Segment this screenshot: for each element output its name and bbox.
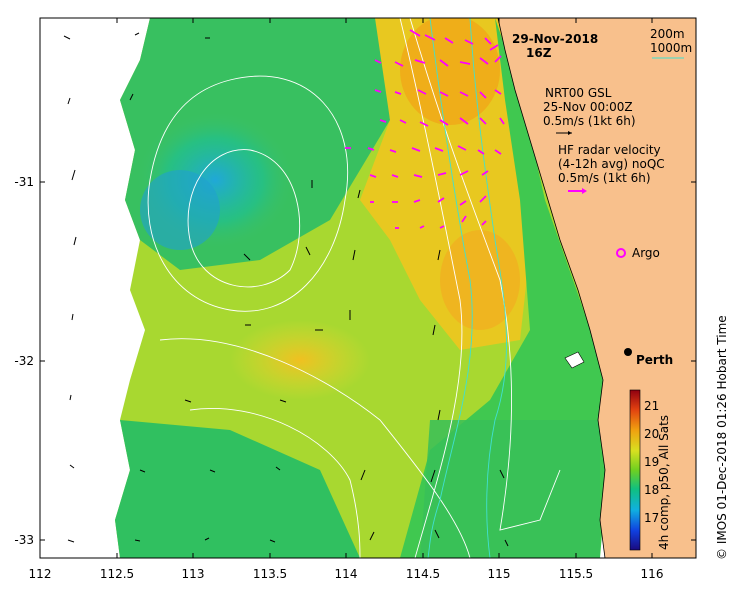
gsl-vectors [63,32,509,547]
gsl-scale: 0.5m/s (1kt 6h) [543,114,636,128]
y-tick-32: -32 [14,354,34,368]
colorbar-tick-18: 18 [644,483,659,497]
colorbar-ticks: 17 18 19 20 21 [644,399,659,525]
map-date: 29-Nov-2018 [512,32,598,46]
x-tick-113: 113 [182,567,205,581]
legend-200m: 200m [650,27,685,41]
hf-scale: 0.5m/s (1kt 6h) [558,171,651,185]
perth-label: Perth [636,353,673,367]
gsl-title: NRT00 GSL [545,86,612,100]
axis-ticks [39,18,696,558]
y-tick-labels: -31 -32 -33 [14,175,34,547]
gsl-date: 25-Nov 00:00Z [543,100,633,114]
x-tick-113-5: 113.5 [253,567,287,581]
map-time: 16Z [526,46,552,60]
x-tick-114-5: 114.5 [406,567,440,581]
y-tick-31: -31 [14,175,34,189]
hf-scale-arrow [568,188,587,194]
perth-marker [624,348,632,356]
legend-1000m: 1000m [650,41,692,55]
plot-frame [39,17,697,559]
y-tick-33: -33 [14,533,34,547]
x-tick-labels: 112 112.5 113 113.5 114 114.5 115 115.5 … [29,567,664,581]
x-tick-115: 115 [488,567,511,581]
colorbar-tick-19: 19 [644,455,659,469]
x-tick-112-5: 112.5 [100,567,134,581]
hf-title: HF radar velocity [558,143,661,157]
argo-label: Argo [632,246,660,260]
hf-radar-vectors [345,29,505,229]
gsl-scale-arrow [556,131,572,135]
x-tick-116: 116 [641,567,664,581]
sst-sw-band [115,420,360,558]
colorbar [629,389,641,551]
hf-subtitle: (4-12h avg) noQC [558,157,665,171]
x-tick-115-5: 115.5 [559,567,593,581]
argo-marker [616,248,626,258]
x-tick-114: 114 [335,567,358,581]
colorbar-tick-21: 21 [644,399,659,413]
sst-contours [147,18,561,558]
land-mass [498,18,696,558]
colorbar-tick-17: 17 [644,511,659,525]
x-tick-112: 112 [29,567,52,581]
colorbar-label: 4h comp, p50, All Sats [657,415,671,550]
credit-text: © IMOS 01-Dec-2018 01:26 Hobart Time [715,315,729,560]
colorbar-tick-20: 20 [644,427,659,441]
